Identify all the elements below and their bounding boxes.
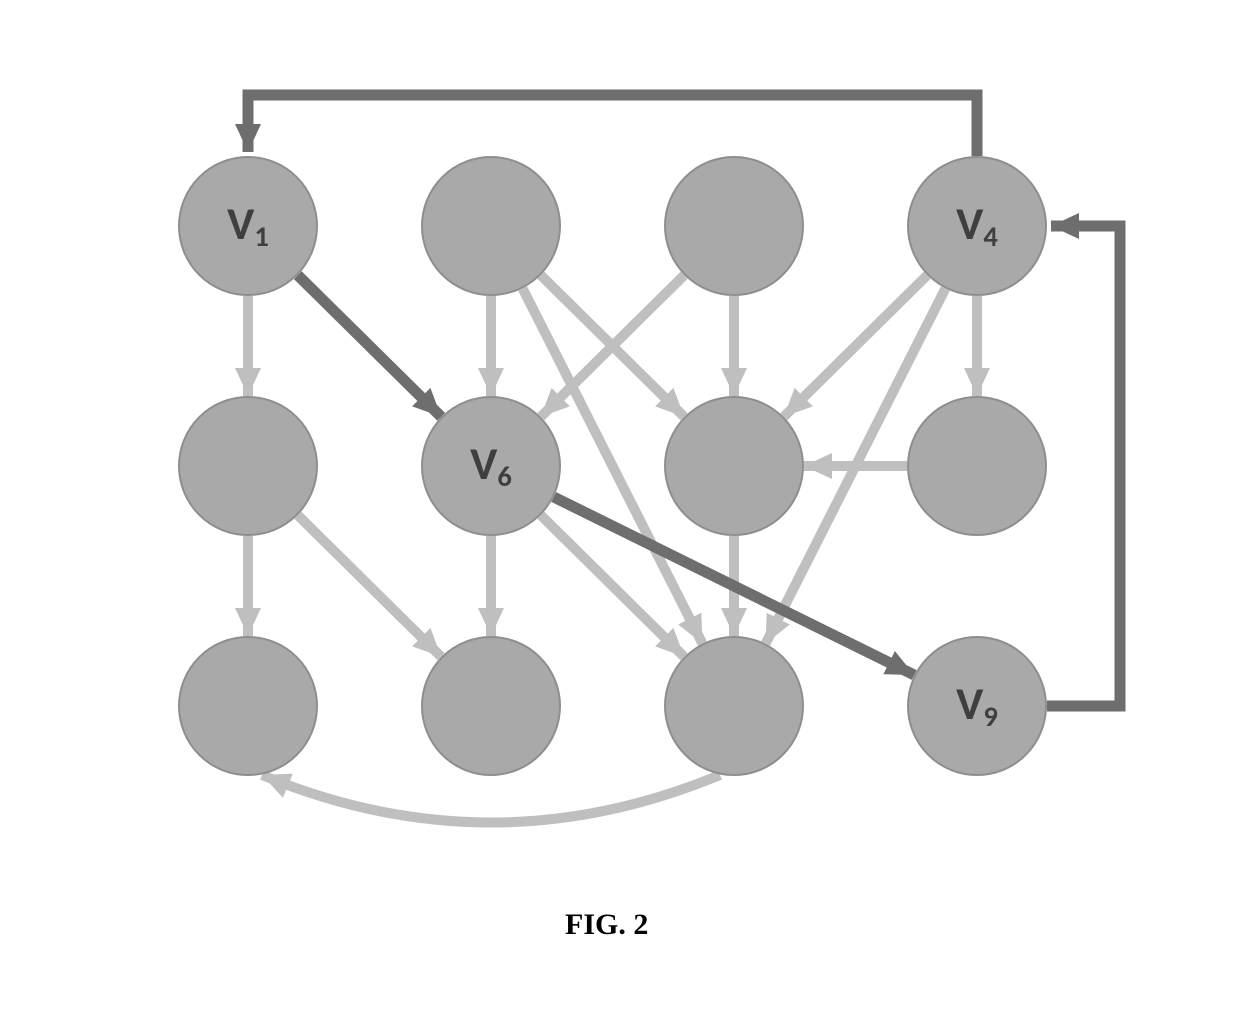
node-v12: V9 (907, 636, 1047, 776)
edge-v5-to-v9 (235, 536, 261, 636)
node-v4: V4 (907, 156, 1047, 296)
node-v10 (421, 636, 561, 776)
edges-layer (0, 0, 1240, 1032)
edge-v6-to-v10 (478, 536, 504, 636)
edge-v2-to-v6 (478, 296, 504, 396)
node-v12-label: V9 (956, 681, 998, 732)
edge-v5-to-v10 (298, 515, 441, 657)
curved-edge-v11-to-v9 (262, 774, 720, 823)
node-v9 (178, 636, 318, 776)
feedback-edge-v4-to-v1 (235, 95, 977, 156)
node-v6-label: V6 (470, 441, 512, 492)
node-v8 (907, 396, 1047, 536)
feedback-edge-v9-to-v4 (1047, 213, 1120, 706)
node-v3 (664, 156, 804, 296)
edge-v3-to-v7 (721, 296, 747, 396)
edge-v4-to-v8 (964, 296, 990, 396)
node-v4-label: V4 (956, 201, 998, 252)
figure-2-network-diagram: V1 V4 V6 V9 FIG. 2 (0, 0, 1240, 1032)
node-v1-label: V1 (227, 201, 269, 252)
edge-v6-to-v11 (541, 515, 684, 657)
figure-caption: FIG. 2 (565, 908, 648, 942)
node-v2 (421, 156, 561, 296)
edge-v1-to-v5 (235, 296, 261, 396)
edge-v4-to-v7 (784, 275, 927, 417)
node-v1: V1 (178, 156, 318, 296)
node-v5 (178, 396, 318, 536)
strong-edge-v1-to-v6 (298, 275, 441, 417)
node-v11 (664, 636, 804, 776)
node-v7 (664, 396, 804, 536)
node-v6: V6 (421, 396, 561, 536)
